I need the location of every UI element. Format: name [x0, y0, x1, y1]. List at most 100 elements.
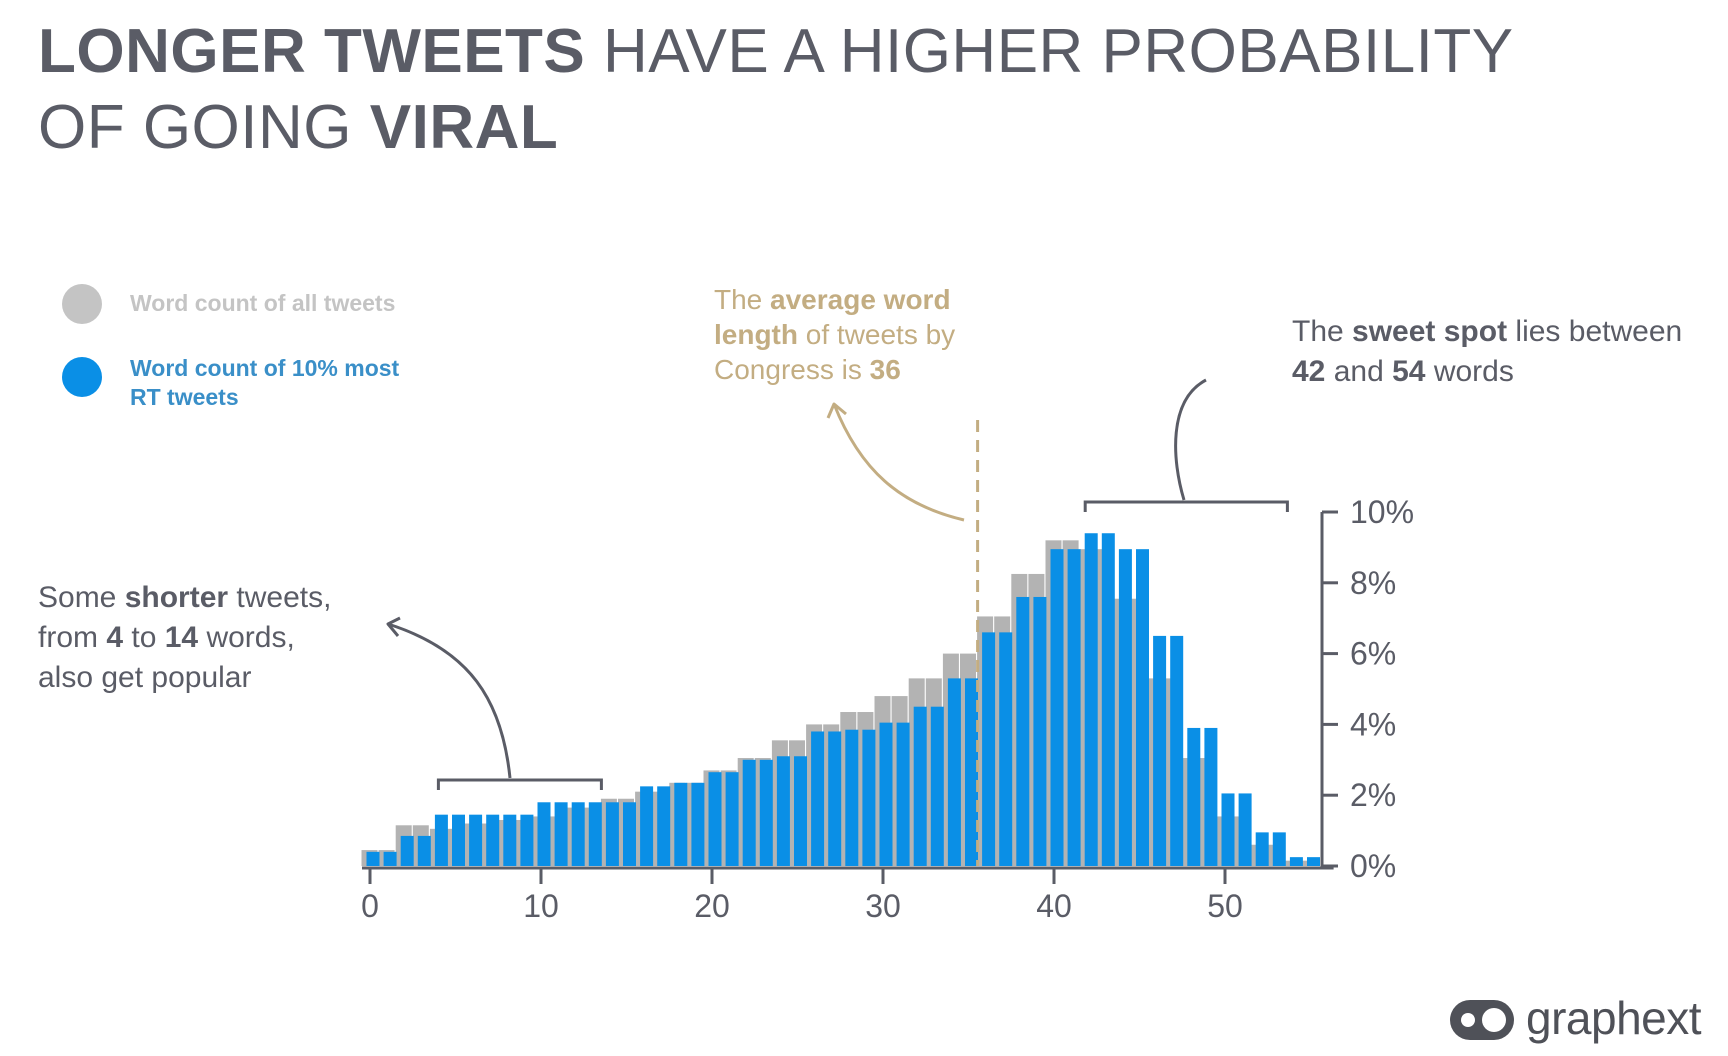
bar-rt-tweets: [879, 722, 893, 866]
bar-rt-tweets: [845, 729, 859, 866]
bar-rt-tweets: [520, 814, 534, 866]
avg-l1-bold: average word: [770, 284, 951, 315]
bar-rt-tweets: [759, 759, 773, 866]
bar-rt-tweets: [1238, 793, 1252, 866]
bar-rt-tweets: [725, 772, 739, 866]
x-tick-label: 40: [1036, 888, 1072, 924]
avg-l1-pre: The: [714, 284, 771, 315]
avg-l2-bold: length: [714, 319, 798, 350]
sweet-l2-mid: and: [1325, 355, 1393, 388]
title-start-2: OF GOING: [38, 93, 370, 162]
title-bold-longer-tweets: LONGER TWEETS: [38, 17, 586, 86]
bar-rt-tweets: [452, 814, 465, 866]
sweet-l2-rest: words: [1425, 355, 1514, 388]
bar-rt-tweets: [862, 729, 876, 866]
bar-rt-tweets: [1289, 857, 1303, 866]
bar-rt-tweets: [571, 802, 585, 866]
annotation-sweet-spot: The sweet spot lies between 42 and 54 wo…: [1292, 312, 1682, 392]
bar-rt-tweets: [1118, 549, 1132, 866]
graphext-logo: graphext: [1448, 990, 1728, 1050]
legend-dot-rt-tweets: [62, 357, 102, 397]
bar-rt-tweets: [537, 802, 551, 866]
bar-rt-tweets: [896, 722, 910, 866]
bar-rt-tweets: [708, 772, 722, 866]
bar-rt-tweets: [383, 851, 397, 866]
bar-rt-tweets: [913, 706, 927, 866]
legend-label-all-tweets: Word count of all tweets: [130, 290, 396, 316]
bar-rt-tweets: [486, 814, 500, 866]
y-tick-label: 0%: [1350, 848, 1396, 884]
bar-rt-tweets: [742, 759, 756, 866]
chart-title: LONGER TWEETS HAVE A HIGHER PROBABILITY …: [38, 14, 1514, 166]
short-l2-rest: words,: [198, 621, 295, 654]
bar-rt-tweets: [1255, 832, 1269, 866]
arrow-head-shorter: [386, 616, 401, 637]
annotation-shorter-tweets: Some shorter tweets, from 4 to 14 words,…: [38, 578, 331, 698]
annotation-lines-group: [386, 378, 1289, 866]
bar-rt-tweets: [982, 632, 996, 866]
bar-rt-tweets: [674, 782, 688, 866]
bar-rt-tweets: [999, 632, 1013, 866]
graphext-logo-icon: [1450, 1000, 1514, 1040]
arrow-shorter-tweets: [387, 622, 512, 779]
legend-label-rt-line2: RT tweets: [130, 384, 239, 410]
y-tick-label: 6%: [1350, 636, 1396, 672]
logo-text: graphext: [1526, 992, 1702, 1044]
bar-rt-tweets: [366, 851, 380, 866]
bar-rt-tweets: [811, 731, 825, 866]
arrow-head-average: [826, 402, 847, 419]
bar-rt-tweets: [794, 756, 807, 866]
bar-rt-tweets: [1084, 533, 1098, 866]
title-bold-viral: VIRAL: [369, 93, 559, 162]
bar-rt-tweets: [1050, 549, 1064, 866]
bar-rt-tweets: [469, 814, 483, 866]
bar-rt-tweets: [1170, 635, 1184, 866]
sweet-l1-pre: The: [1292, 315, 1353, 348]
sweet-l1-rest: lies between: [1507, 315, 1683, 348]
short-l1-rest: tweets,: [228, 581, 332, 614]
y-tick-label: 8%: [1350, 565, 1396, 601]
bar-rt-tweets: [640, 786, 654, 866]
x-tick-label: 20: [694, 888, 730, 924]
x-tick-label: 30: [865, 888, 901, 924]
bar-rt-tweets: [657, 786, 671, 866]
avg-l2-rest: of tweets by: [798, 319, 956, 350]
legend-label-rt-tweets: Word count of 10% most RT tweets: [130, 354, 399, 412]
bar-rt-tweets: [1033, 596, 1047, 866]
sweet-l2-bold2: 54: [1392, 355, 1426, 388]
x-tick-label: 10: [523, 888, 559, 924]
bar-rt-tweets: [776, 756, 790, 866]
bar-rt-tweets: [1272, 832, 1286, 866]
bracket-shorter-tweets: [436, 778, 603, 790]
sweet-l2-bold1: 42: [1292, 355, 1326, 388]
x-tick-label: 50: [1207, 888, 1243, 924]
bar-rt-tweets: [1153, 635, 1167, 866]
bar-rt-tweets: [1067, 549, 1081, 866]
short-l1-bold: shorter: [124, 581, 229, 614]
sweet-l1-bold: sweet spot: [1352, 315, 1508, 348]
bar-rt-tweets: [1016, 596, 1030, 866]
bracket-sweet-spot: [1083, 500, 1289, 512]
bar-rt-tweets: [1221, 793, 1235, 866]
short-l2-bold1: 4: [106, 621, 124, 654]
y-tick-label: 10%: [1350, 494, 1414, 530]
short-l1-pre: Some: [38, 581, 125, 614]
avg-l3-pre: Congress is: [714, 354, 870, 385]
y-tick-label: 4%: [1350, 706, 1396, 742]
short-l2-pre: from: [38, 621, 107, 654]
bar-rt-tweets: [691, 782, 705, 866]
bar-rt-tweets: [434, 814, 448, 866]
y-tick-label: 2%: [1350, 777, 1396, 813]
bar-rt-tweets: [1307, 857, 1320, 866]
bar-rt-tweets: [554, 802, 568, 866]
bar-rt-tweets: [503, 814, 517, 866]
line-sweet-spot: [1174, 378, 1207, 501]
bar-rt-tweets: [828, 731, 842, 866]
bar-rt-tweets: [965, 678, 978, 866]
short-l2-bold2: 14: [164, 621, 199, 654]
bar-rt-tweets: [588, 802, 602, 866]
bar-rt-tweets: [1136, 549, 1149, 866]
axes-group: 0 10 20 30 40 50 0% 2% 4% 6% 8% 10%: [361, 494, 1414, 924]
short-l3: also get popular: [38, 661, 252, 694]
title-rest-1: HAVE A HIGHER PROBABILITY: [585, 17, 1514, 86]
